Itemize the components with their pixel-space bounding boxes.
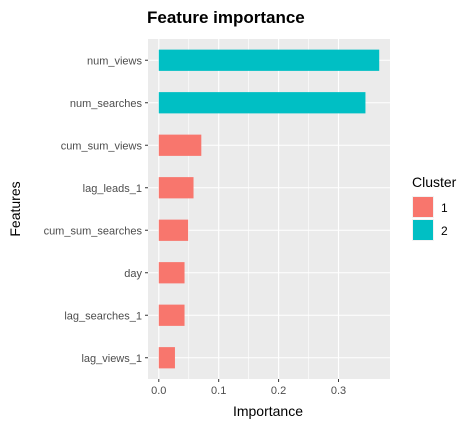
chart-title: Feature importance — [147, 8, 305, 27]
x-tick-label: 0.3 — [331, 385, 346, 397]
y-tick-label: cum_sum_searches — [44, 225, 143, 237]
bars — [158, 49, 380, 369]
legend-title: Cluster — [412, 174, 457, 190]
y-tick-labels: num_views num_searches cum_sum_views lag_le… — [44, 55, 148, 365]
legend-label-cluster-2: 2 — [441, 224, 448, 238]
x-tick-label: 0.0 — [151, 385, 166, 397]
bar-lag-searches-1 — [158, 304, 185, 326]
legend-swatch-cluster-2 — [413, 220, 433, 240]
legend-swatch-cluster-1 — [413, 197, 433, 217]
bar-num-views — [158, 49, 380, 71]
y-tick-label: lag_searches_1 — [64, 310, 142, 322]
legend-label-cluster-1: 1 — [441, 201, 448, 215]
y-tick-label: day — [124, 268, 142, 280]
y-tick-label: lag_leads_1 — [83, 183, 142, 195]
x-tick-label: 0.1 — [211, 385, 226, 397]
x-tick-label: 0.2 — [271, 385, 286, 397]
bar-day — [158, 262, 185, 284]
bar-cum-sum-views — [158, 134, 202, 156]
x-axis-title: Importance — [233, 403, 303, 419]
y-tick-label: num_searches — [70, 98, 143, 110]
y-tick-label: num_views — [87, 55, 143, 67]
plot-panel — [148, 39, 390, 379]
bar-num-searches — [158, 92, 366, 114]
legend: Cluster 1 2 — [412, 174, 457, 241]
y-tick-label: cum_sum_views — [61, 140, 143, 152]
y-tick-label: lag_views_1 — [81, 353, 142, 365]
y-axis-title: Features — [7, 181, 23, 236]
bar-cum-sum-searches — [158, 219, 189, 241]
bar-lag-leads-1 — [158, 177, 194, 199]
x-tick-labels: 0.0 0.1 0.2 0.3 — [151, 379, 346, 397]
bar-lag-views-1 — [158, 347, 175, 369]
